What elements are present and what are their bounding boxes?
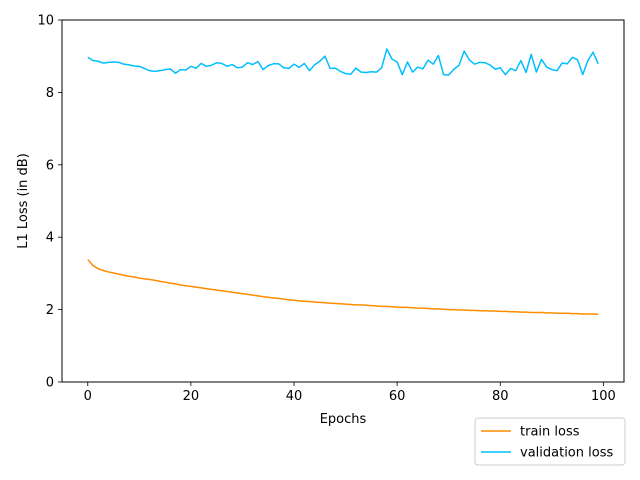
x-tick-label: 100 [591,389,616,404]
x-tick-label: 0 [84,389,92,404]
plot-frame [61,19,625,383]
y-axis: 0 2 4 6 8 10 [37,14,62,391]
y-tick-label: 10 [37,14,54,29]
y-tick-label: 8 [46,86,54,101]
legend-box [474,417,626,466]
x-axis-label: Epochs [320,412,367,427]
y-tick-label: 6 [46,158,54,173]
x-axis: 0 20 40 60 80 100 [84,382,616,404]
y-tick-label: 2 [46,303,54,318]
legend-label-train-loss: train loss [520,425,580,440]
x-tick-label: 80 [492,389,509,404]
x-tick-label: 60 [389,389,406,404]
series-line-train-loss [87,259,599,316]
series-line-validation-loss [87,48,599,76]
plot-area [87,48,599,316]
y-tick-label: 4 [46,231,54,246]
legend: train loss validation loss [474,417,626,466]
y-axis-label: L1 Loss (in dB) [16,153,31,249]
y-tick-label: 0 [46,376,54,391]
legend-label-validation-loss: validation loss [520,446,613,461]
x-tick-label: 40 [286,389,303,404]
x-tick-label: 20 [183,389,200,404]
